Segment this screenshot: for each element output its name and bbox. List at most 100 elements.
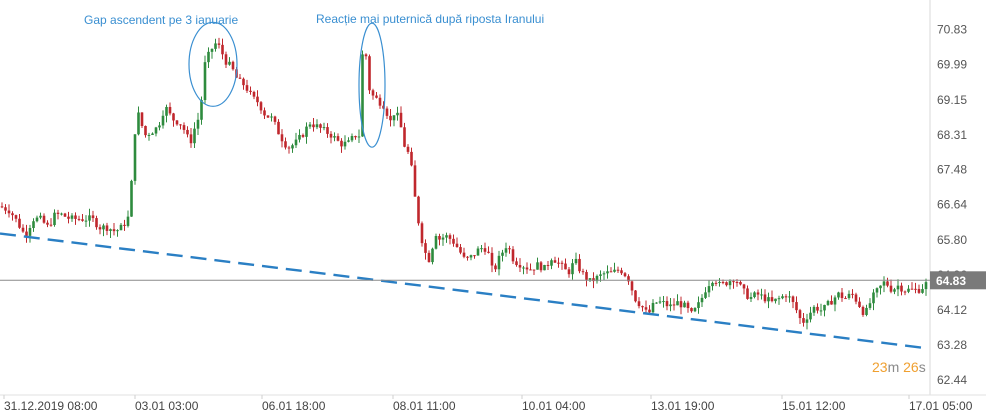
candle-body xyxy=(595,275,599,282)
candle-body xyxy=(175,120,179,125)
candle-body xyxy=(95,218,98,228)
candle-body xyxy=(907,288,910,292)
candle-body xyxy=(350,135,354,141)
candle-body xyxy=(434,236,438,249)
candle-body xyxy=(28,228,32,236)
candle-body xyxy=(760,294,763,296)
candle-body xyxy=(823,304,826,311)
candle-body xyxy=(116,230,119,232)
candle-body xyxy=(0,206,4,208)
candle-body xyxy=(448,235,452,239)
candle-body xyxy=(917,288,921,293)
candle-body xyxy=(427,252,431,263)
candle-body xyxy=(46,222,49,225)
candle-body xyxy=(91,215,95,219)
candle-body xyxy=(858,301,861,307)
x-tick-label: 13.01 19:00 xyxy=(651,399,715,411)
candle-body xyxy=(805,319,809,323)
candle-body xyxy=(270,116,273,118)
candle-body xyxy=(105,225,109,231)
candle-body xyxy=(606,271,609,274)
candle-body xyxy=(137,112,140,135)
candle-body xyxy=(21,227,25,232)
candle-body xyxy=(266,115,270,118)
candle-body xyxy=(154,127,158,134)
candle-body xyxy=(735,282,739,284)
candle-body xyxy=(571,263,574,275)
candle-body xyxy=(60,213,63,215)
annotation-label: Gap ascendent pe 3 ianuarie xyxy=(84,13,238,27)
y-tick-label: 62.44 xyxy=(937,373,967,387)
y-tick-label: 68.31 xyxy=(937,128,967,142)
candle-body xyxy=(651,302,655,313)
candle-body xyxy=(140,112,144,126)
candle-body xyxy=(63,213,67,217)
y-tick-label: 69.99 xyxy=(937,58,967,72)
candle-body xyxy=(504,248,508,253)
candle-body xyxy=(77,218,81,220)
candle-body xyxy=(515,261,518,266)
x-tick-label: 31.12.2019 08:00 xyxy=(4,399,98,411)
candle-body xyxy=(574,258,578,264)
candle-body xyxy=(868,303,872,308)
candle-body xyxy=(112,229,116,232)
y-tick-label: 64.12 xyxy=(937,303,967,317)
y-tick-label: 69.15 xyxy=(937,93,967,107)
candle-body xyxy=(161,115,165,126)
candle-body xyxy=(483,248,487,252)
candle-body xyxy=(396,112,399,116)
candle-body xyxy=(413,165,417,197)
candle-body xyxy=(882,281,886,286)
candle-body xyxy=(252,91,256,97)
candle-body xyxy=(623,273,627,277)
candle-body xyxy=(11,213,14,216)
candle-body xyxy=(774,298,777,302)
candle-body xyxy=(903,291,907,293)
candle-body xyxy=(529,269,532,271)
candle-body xyxy=(147,134,151,136)
candle-body xyxy=(280,134,284,142)
candle-body xyxy=(546,264,550,266)
candle-body xyxy=(480,248,483,250)
candle-body xyxy=(368,56,371,91)
candle-body xyxy=(301,134,305,137)
candle-body xyxy=(417,196,420,224)
candle-body xyxy=(896,285,900,290)
candle-body xyxy=(900,285,903,292)
candle-body xyxy=(553,260,557,263)
candle-body xyxy=(819,310,823,312)
candle-body xyxy=(336,136,340,141)
candle-body xyxy=(378,97,382,106)
candle-body xyxy=(525,267,529,270)
candle-body xyxy=(294,139,298,146)
candle-body xyxy=(462,252,466,257)
candle-body xyxy=(732,281,735,283)
candle-body xyxy=(812,306,816,313)
candle-body xyxy=(312,124,315,128)
candle-body xyxy=(676,301,679,306)
candle-body xyxy=(371,90,375,96)
x-tick-label: 17.01 05:00 xyxy=(909,399,973,411)
candle-body xyxy=(74,215,77,219)
candle-body xyxy=(721,282,725,284)
candle-body xyxy=(809,312,812,320)
candle-body xyxy=(70,215,74,219)
candle-body xyxy=(802,318,805,323)
candle-body xyxy=(679,301,683,308)
candle-body xyxy=(224,54,228,65)
x-tick-label: 10.01 04:00 xyxy=(522,399,586,411)
candle-body xyxy=(179,124,182,126)
candle-body xyxy=(217,43,221,45)
candle-body xyxy=(742,284,746,289)
candle-body xyxy=(25,231,28,236)
candle-body xyxy=(865,307,868,315)
candle-body xyxy=(746,288,749,299)
candle-body xyxy=(588,278,592,280)
candle-body xyxy=(781,296,784,299)
candlestick-series[interactable] xyxy=(0,37,928,330)
candle-body xyxy=(889,285,893,292)
candle-body xyxy=(207,51,210,63)
candle-body xyxy=(354,135,357,138)
